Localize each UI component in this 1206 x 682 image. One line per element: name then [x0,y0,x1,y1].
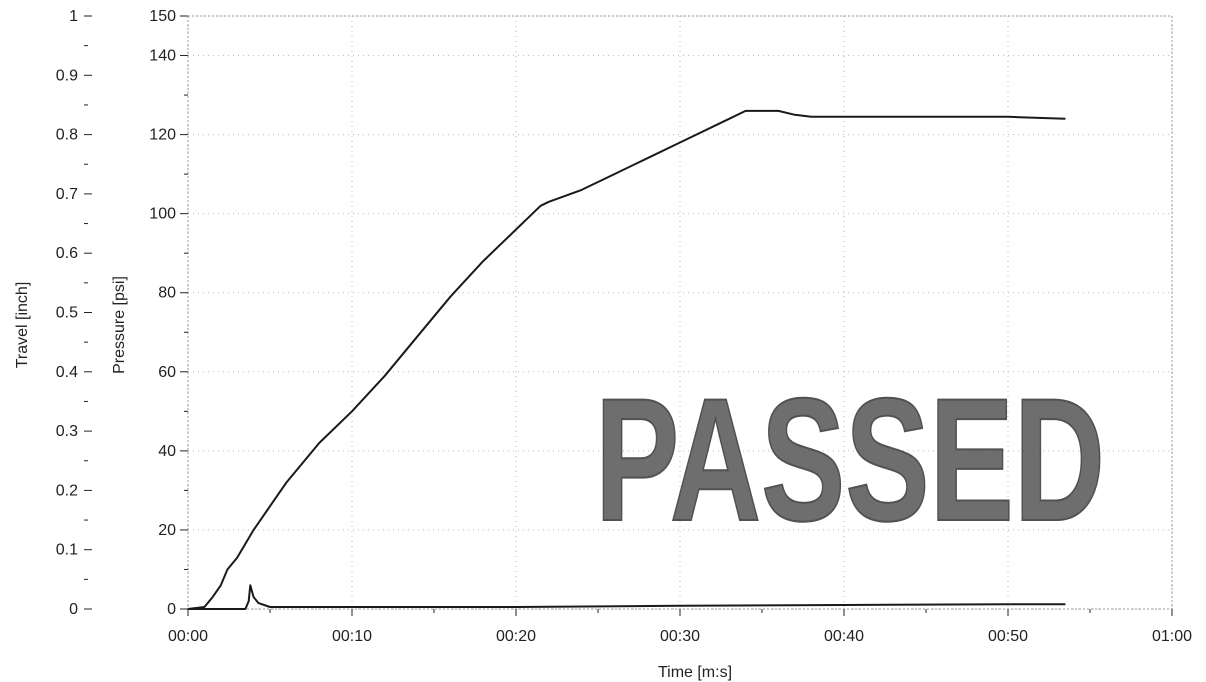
travel-tick-label: 0.5 [56,305,78,322]
travel-tick-label: 0.8 [56,127,78,144]
x-tick-label: 00:30 [660,628,700,645]
travel-tick-label: 1 [69,8,78,25]
pressure-tick-label: 150 [149,8,176,25]
x-tick-label: 00:20 [496,628,536,645]
x-axis: 00:00 00:10 00:20 00:30 00:40 00:50 01:00 [168,609,1192,645]
travel-tick-label: 0.3 [56,423,78,440]
travel-axis-label: Travel [inch] [14,282,31,369]
travel-tick-label: 0.7 [56,186,78,203]
pressure-axis: 0 20 40 60 80 100 120 140 150 [149,8,188,618]
pressure-tick-label: 100 [149,206,176,223]
x-tick-label: 00:00 [168,628,208,645]
travel-tick-label: 0.9 [56,67,78,84]
travel-tick-label: 0 [69,601,78,618]
travel-tick-label: 0.6 [56,245,78,262]
pressure-tick-label: 20 [158,522,176,539]
travel-line [188,585,1065,609]
travel-tick-label: 0.1 [56,542,78,559]
passed-stamp: PASSED [595,363,1105,558]
pressure-tick-label: 120 [149,127,176,144]
travel-axis: 0 0.1 0.2 0.3 0.4 0.5 0.6 0.7 0.8 0.9 1 [56,8,92,618]
pressure-tick-label: 140 [149,48,176,65]
x-tick-label: 00:50 [988,628,1028,645]
pressure-tick-label: 80 [158,285,176,302]
travel-tick-label: 0.2 [56,482,78,499]
x-axis-label: Time [m:s] [658,664,732,681]
pressure-tick-label: 40 [158,443,176,460]
pressure-tick-label: 0 [167,601,176,618]
x-tick-label: 01:00 [1152,628,1192,645]
pressure-tick-label: 60 [158,364,176,381]
x-tick-label: 00:10 [332,628,372,645]
travel-tick-label: 0.4 [56,364,78,381]
x-tick-label: 00:40 [824,628,864,645]
pressure-axis-label: Pressure [psi] [111,276,128,374]
